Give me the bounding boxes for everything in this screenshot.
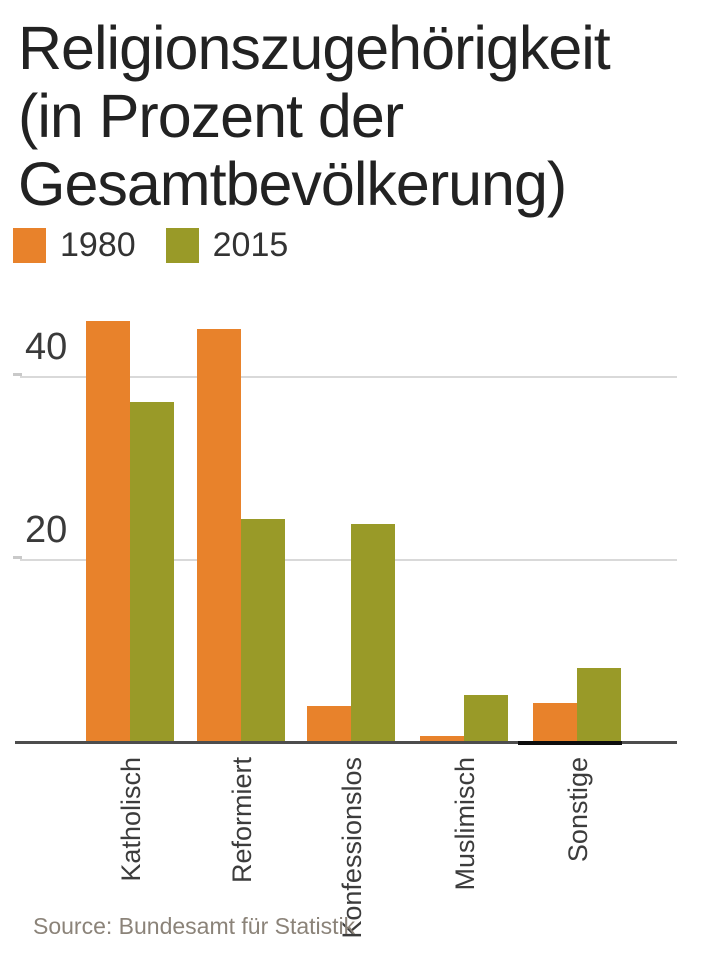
- bar-2015-reformiert: [241, 518, 285, 742]
- gridline-20: [20, 558, 677, 561]
- source-note: Source: Bundesamt für Statistik: [33, 913, 356, 939]
- legend: 1980 2015: [13, 227, 288, 264]
- ytick-mark-20: [13, 555, 22, 559]
- chart-title-line-3: Gesamtbevölkerung): [18, 150, 567, 218]
- category-label-reformiert: Reformiert: [227, 757, 257, 884]
- legend-swatch-2015: [165, 228, 199, 263]
- category-label-konfessionslos: Konfessionslos: [337, 757, 367, 939]
- legend-label-2015: 2015: [212, 226, 289, 264]
- gridline-40: [20, 376, 677, 379]
- bar-1980-katholisch: [86, 320, 130, 742]
- legend-label-1980: 1980: [60, 226, 136, 264]
- x-axis-line: [15, 741, 677, 744]
- legend-swatch-1980: [13, 228, 46, 263]
- bar-2015-katholisch: [130, 401, 174, 742]
- bar-2015-konfessionslos: [351, 524, 395, 742]
- category-label-sonstige: Sonstige: [563, 757, 593, 863]
- chart-title-line-2: (in Prozent der: [18, 82, 404, 150]
- bar-2015-muslimisch: [464, 695, 508, 742]
- ytick-mark-40: [13, 373, 22, 377]
- bar-1980-sonstige: [533, 702, 577, 742]
- chart-title: Religionszugehörigkeit (in Prozent der G…: [18, 14, 611, 218]
- category-label-muslimisch: Muslimisch: [450, 757, 480, 891]
- x-axis-dark-segment: [518, 741, 622, 745]
- ytick-label-40: 40: [25, 326, 68, 369]
- bar-1980-reformiert: [197, 328, 241, 742]
- category-label-katholisch: Katholisch: [116, 757, 146, 882]
- bar-1980-konfessionslos: [307, 706, 351, 742]
- chart-title-line-1: Religionszugehörigkeit: [18, 14, 611, 82]
- bar-2015-sonstige: [577, 668, 621, 742]
- bar-1980-muslimisch: [420, 735, 464, 742]
- ytick-label-20: 20: [25, 508, 68, 551]
